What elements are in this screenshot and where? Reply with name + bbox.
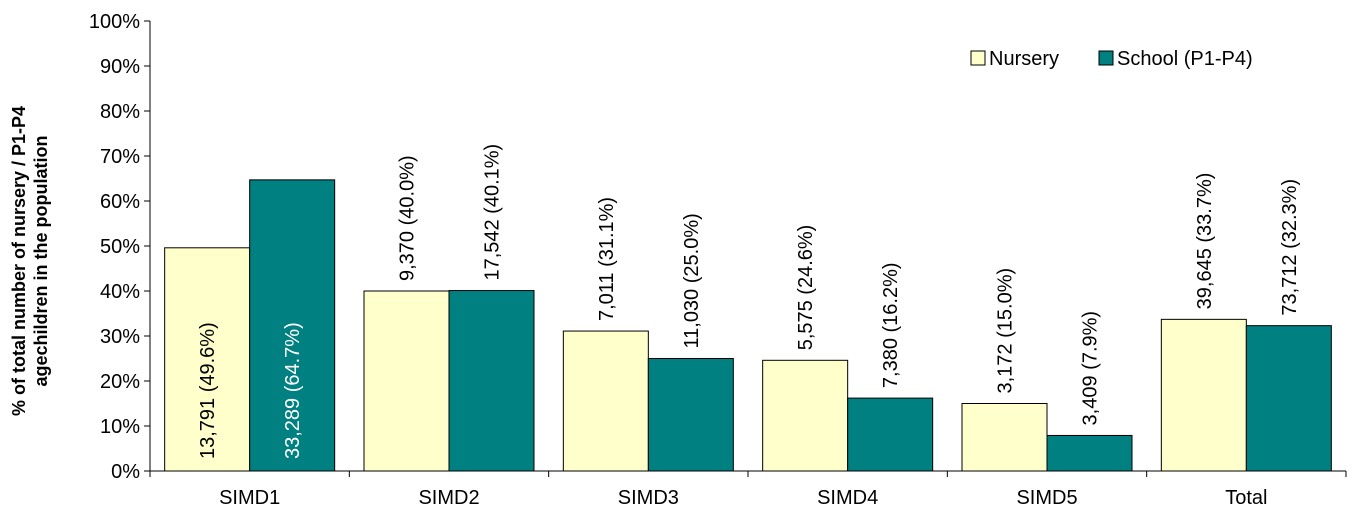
y-tick-label: 50% bbox=[100, 236, 140, 258]
data-label: 11,030 (25.0%) bbox=[681, 213, 703, 348]
bars bbox=[164, 179, 1332, 472]
x-tick-label: SIMD1 bbox=[219, 487, 280, 509]
bar-school-simd2 bbox=[448, 290, 535, 472]
bar-nursery-simd3 bbox=[562, 330, 649, 472]
y-axis-label-line1: % of total number of nursery / P1-P4 bbox=[9, 106, 29, 416]
data-label: 7,011 (31.1%) bbox=[596, 197, 618, 321]
data-label: 9,370 (40.0%) bbox=[397, 155, 419, 281]
bar-school-simd5 bbox=[1046, 434, 1133, 472]
x-tick-label: Total bbox=[1225, 487, 1267, 509]
data-label: 39,645 (33.7%) bbox=[1194, 173, 1216, 310]
y-tick-label: 90% bbox=[100, 56, 140, 78]
bar-nursery-total bbox=[1160, 318, 1247, 472]
bar-school-simd3 bbox=[647, 358, 734, 472]
data-label: 5,575 (24.6%) bbox=[795, 225, 817, 351]
y-tick-label: 70% bbox=[100, 146, 140, 168]
legend-swatch-school bbox=[1098, 50, 1114, 66]
data-label: 13,791 (49.6%) bbox=[197, 322, 219, 459]
bar-nursery-simd1 bbox=[164, 247, 251, 472]
legend-swatch-nursery bbox=[970, 50, 986, 66]
y-tick-label: 10% bbox=[100, 416, 140, 438]
y-tick-label: 60% bbox=[100, 191, 140, 213]
y-axis-label-line2: agechildren in the population bbox=[31, 135, 51, 386]
y-tick-label: 30% bbox=[100, 326, 140, 348]
y-tick-label: 100% bbox=[89, 11, 140, 33]
data-label: 3,409 (7.9%) bbox=[1080, 311, 1102, 426]
bar-school-total bbox=[1245, 325, 1332, 472]
y-tick-label: 20% bbox=[100, 371, 140, 393]
data-label: 73,712 (32.3%) bbox=[1279, 179, 1301, 316]
bar-school-simd1 bbox=[249, 179, 336, 472]
legend: Nursery School (P1-P4) bbox=[955, 40, 1310, 78]
x-tick-label: SIMD2 bbox=[418, 487, 479, 509]
data-label: 3,172 (15.0%) bbox=[995, 268, 1017, 394]
bar-nursery-simd5 bbox=[961, 403, 1048, 472]
x-tick-label: SIMD4 bbox=[817, 487, 878, 509]
bar-nursery-simd2 bbox=[363, 290, 450, 472]
y-tick-label: 40% bbox=[100, 281, 140, 303]
legend-label-school: School (P1-P4) bbox=[1117, 48, 1253, 70]
bar-school-simd4 bbox=[847, 397, 934, 472]
bar-nursery-simd4 bbox=[762, 359, 849, 472]
data-label: 17,542 (40.1%) bbox=[482, 144, 504, 281]
tick-labels: 0% 10% 20% 30% 40% 50% 60% 70% 80% 90% 100% SIMD1 SI… bbox=[89, 11, 1268, 509]
axes bbox=[144, 20, 1347, 477]
y-tick-label: 80% bbox=[100, 101, 140, 123]
x-tick-label: SIMD3 bbox=[618, 487, 679, 509]
data-labels: 13,791 (49.6%) 33,289 (64.7%) 9,370 (40.0%… bbox=[197, 144, 1301, 459]
legend-background bbox=[955, 40, 1310, 78]
data-label: 33,289 (64.7%) bbox=[282, 322, 304, 459]
data-label: 7,380 (16.2%) bbox=[880, 262, 902, 388]
legend-label-nursery: Nursery bbox=[989, 48, 1059, 70]
y-tick-label: 0% bbox=[111, 461, 140, 483]
x-tick-label: SIMD5 bbox=[1016, 487, 1077, 509]
